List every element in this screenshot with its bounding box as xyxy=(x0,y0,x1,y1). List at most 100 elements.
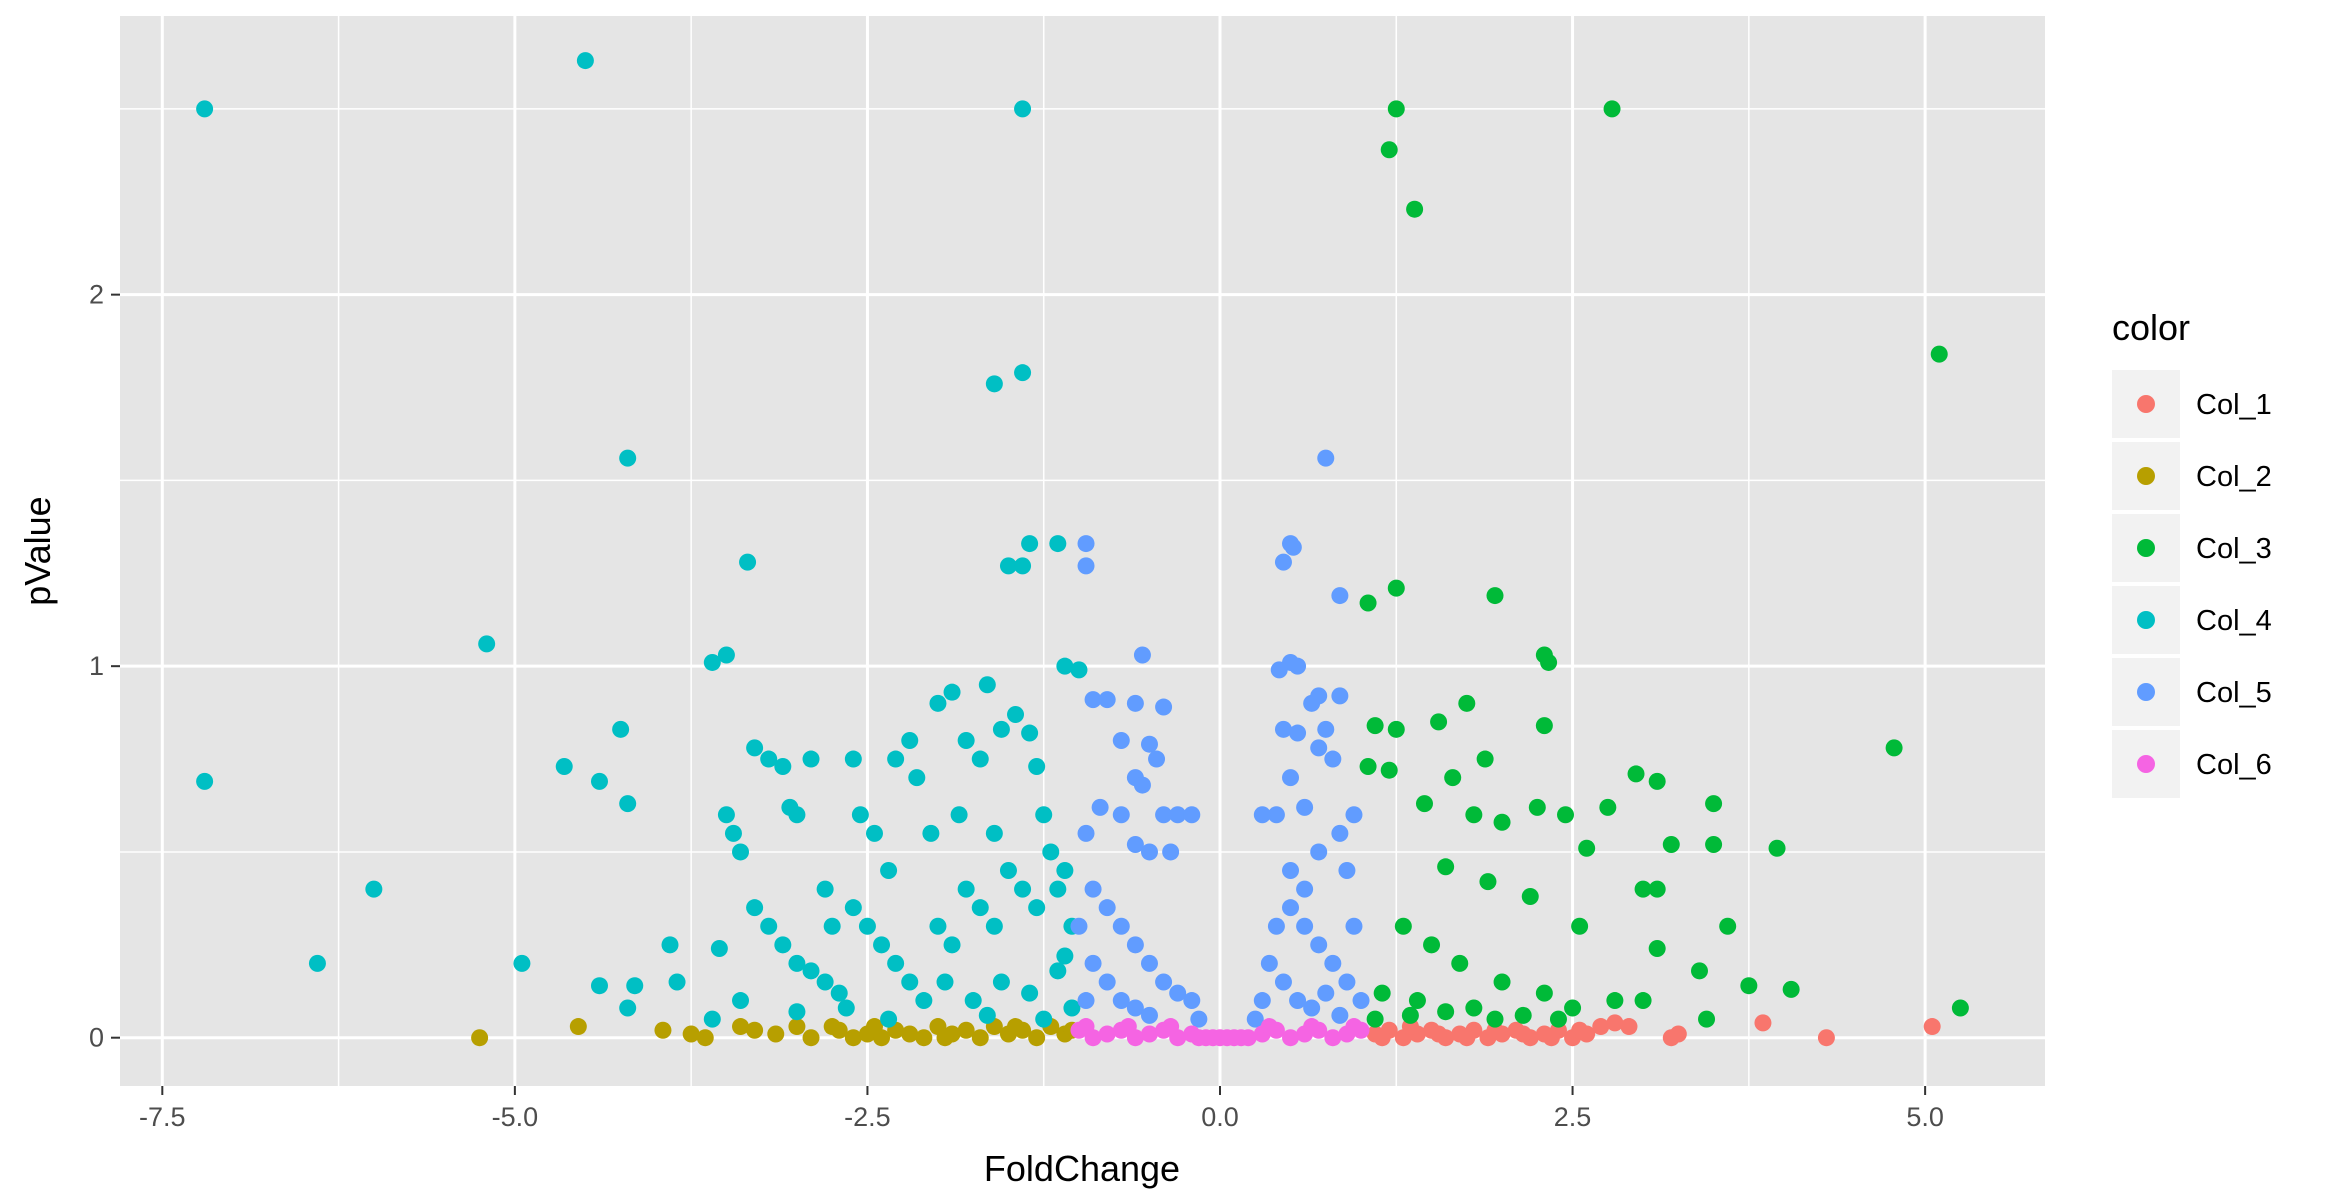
data-point-col-5 xyxy=(1282,899,1300,917)
data-point-col-4 xyxy=(196,772,214,790)
data-point-col-3 xyxy=(1493,973,1511,991)
data-point-col-5 xyxy=(1274,553,1292,571)
data-point-col-4 xyxy=(760,917,778,935)
data-point-col-4 xyxy=(1007,705,1025,723)
data-point-col-3 xyxy=(1406,200,1424,218)
data-point-col-4 xyxy=(964,992,982,1010)
data-point-col-5 xyxy=(1324,750,1342,768)
data-point-col-2 xyxy=(971,1029,989,1047)
data-point-col-4 xyxy=(1028,757,1046,775)
data-point-col-4 xyxy=(985,917,1003,935)
data-point-col-4 xyxy=(774,757,792,775)
data-point-col-5 xyxy=(1140,1006,1158,1024)
data-point-col-4 xyxy=(950,806,968,824)
data-point-col-3 xyxy=(1437,1003,1455,1021)
data-point-col-3 xyxy=(1627,765,1645,783)
data-point-col-4 xyxy=(999,557,1017,575)
data-point-col-6 xyxy=(1140,1025,1158,1043)
data-point-col-4 xyxy=(710,940,728,958)
data-point-col-3 xyxy=(1951,999,1969,1017)
x-tick-label: 0.0 xyxy=(1201,1102,1239,1132)
data-point-col-4 xyxy=(1049,962,1067,980)
data-point-col-3 xyxy=(1373,984,1391,1002)
data-point-col-5 xyxy=(1183,806,1201,824)
data-point-col-5 xyxy=(1270,661,1288,679)
data-point-col-5 xyxy=(1098,973,1116,991)
data-point-col-5 xyxy=(1267,917,1285,935)
data-point-col-1 xyxy=(1430,1025,1448,1043)
data-point-col-1 xyxy=(1514,1025,1532,1043)
x-tick-label: 2.5 xyxy=(1554,1102,1592,1132)
data-point-col-2 xyxy=(936,1029,954,1047)
data-point-col-5 xyxy=(1310,936,1328,954)
data-point-col-6 xyxy=(1119,1018,1137,1036)
data-point-col-5 xyxy=(1162,843,1180,861)
data-point-col-4 xyxy=(858,917,876,935)
data-point-col-3 xyxy=(1366,1010,1384,1028)
data-point-col-5 xyxy=(1289,992,1307,1010)
data-point-col-4 xyxy=(788,1003,806,1021)
data-point-col-5 xyxy=(1140,954,1158,972)
data-point-col-3 xyxy=(1690,962,1708,980)
data-point-col-3 xyxy=(1359,757,1377,775)
data-point-col-4 xyxy=(985,824,1003,842)
data-point-col-3 xyxy=(1719,917,1737,935)
data-point-col-4 xyxy=(612,720,630,738)
data-point-col-5 xyxy=(1303,999,1321,1017)
data-point-col-5 xyxy=(1112,731,1130,749)
data-point-col-3 xyxy=(1606,992,1624,1010)
y-tick-label: 0 xyxy=(89,1023,104,1053)
data-point-col-3 xyxy=(1437,858,1455,876)
data-point-col-3 xyxy=(1465,999,1483,1017)
data-point-col-5 xyxy=(1133,776,1151,794)
data-point-col-5 xyxy=(1140,843,1158,861)
data-point-col-2 xyxy=(696,1029,714,1047)
data-point-col-1 xyxy=(1923,1018,1941,1036)
data-point-col-4 xyxy=(308,954,326,972)
data-point-col-5 xyxy=(1267,806,1285,824)
data-point-col-3 xyxy=(1458,694,1476,712)
data-point-col-4 xyxy=(717,646,735,664)
data-point-col-4 xyxy=(1056,947,1074,965)
data-point-col-5 xyxy=(1352,992,1370,1010)
data-point-col-2 xyxy=(802,1029,820,1047)
data-point-col-3 xyxy=(1380,761,1398,779)
data-point-col-4 xyxy=(619,999,637,1017)
x-tick-label: -5.0 xyxy=(492,1102,539,1132)
data-point-col-4 xyxy=(908,769,926,787)
data-point-col-4 xyxy=(774,936,792,954)
data-point-col-6 xyxy=(1098,1025,1116,1043)
data-point-col-3 xyxy=(1401,1006,1419,1024)
data-point-col-3 xyxy=(1387,720,1405,738)
data-point-col-2 xyxy=(569,1018,587,1036)
data-point-col-4 xyxy=(1035,1010,1053,1028)
data-point-col-2 xyxy=(732,1018,750,1036)
data-point-col-6 xyxy=(1077,1018,1095,1036)
legend-label: Col_5 xyxy=(2196,677,2272,709)
data-point-col-4 xyxy=(555,757,573,775)
x-tick-label: -2.5 xyxy=(844,1102,891,1132)
data-point-col-2 xyxy=(844,1029,862,1047)
data-point-col-3 xyxy=(1768,839,1786,857)
data-point-col-4 xyxy=(943,936,961,954)
x-tick-label: 5.0 xyxy=(1906,1102,1944,1132)
legend-key-col-6 xyxy=(2137,755,2155,773)
data-point-col-1 xyxy=(1669,1025,1687,1043)
data-point-col-5 xyxy=(1289,657,1307,675)
data-point-col-5 xyxy=(1084,691,1102,709)
data-point-col-4 xyxy=(590,977,608,995)
data-point-col-3 xyxy=(1514,1006,1532,1024)
data-point-col-5 xyxy=(1324,954,1342,972)
data-point-col-3 xyxy=(1535,717,1553,735)
legend-key-col-5 xyxy=(2137,683,2155,701)
data-point-col-4 xyxy=(1035,806,1053,824)
data-point-col-3 xyxy=(1430,713,1448,731)
data-point-col-2 xyxy=(471,1029,489,1047)
data-point-col-6 xyxy=(1218,1029,1236,1047)
data-points xyxy=(196,52,1969,1047)
data-point-col-4 xyxy=(746,899,764,917)
data-point-col-4 xyxy=(1056,657,1074,675)
data-point-col-4 xyxy=(788,806,806,824)
data-point-col-5 xyxy=(1084,880,1102,898)
